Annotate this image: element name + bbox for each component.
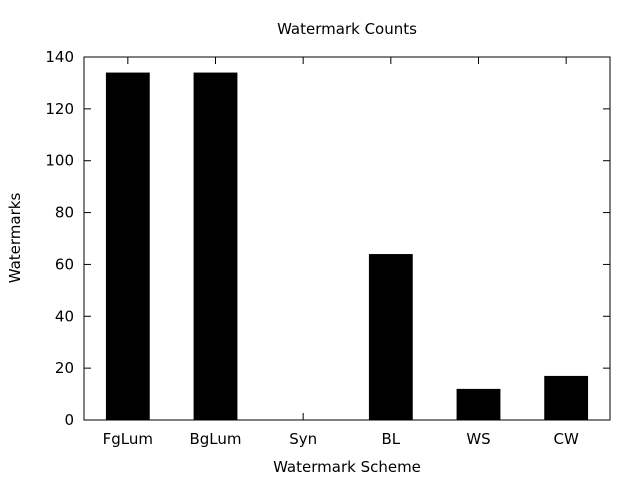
plot-frame <box>83 56 611 421</box>
x-axis-label: Watermark Scheme <box>273 458 421 476</box>
x-tick-label: BgLum <box>189 430 241 448</box>
bar-cw <box>544 375 589 420</box>
x-tick-label: CW <box>554 430 579 448</box>
y-tick-label: 140 <box>45 48 74 66</box>
y-tick-label: 40 <box>55 307 74 325</box>
y-tick-label: 80 <box>55 204 74 222</box>
x-tick-label: FgLum <box>103 430 153 448</box>
y-tick-label: 20 <box>55 359 74 377</box>
bar-bl <box>368 254 413 420</box>
bar-fglum <box>105 72 150 420</box>
x-tick-labels: FgLum BgLum Syn BL WS CW <box>103 430 579 448</box>
chart-title: Watermark Counts <box>277 20 417 38</box>
x-tick-label: WS <box>466 430 490 448</box>
bars-layer <box>105 72 589 420</box>
y-axis-label: Watermarks <box>6 193 24 284</box>
y-tick-label: 100 <box>45 152 74 170</box>
ticks-layer <box>84 56 610 421</box>
y-tick-label: 0 <box>64 411 74 429</box>
y-tick-label: 60 <box>55 255 74 273</box>
y-tick-label: 120 <box>45 100 74 118</box>
x-tick-label: Syn <box>289 430 317 448</box>
bar-bglum <box>193 72 238 420</box>
x-tick-label: BL <box>382 430 401 448</box>
y-tick-labels: 0 20 40 60 80 100 120 140 <box>45 48 74 429</box>
